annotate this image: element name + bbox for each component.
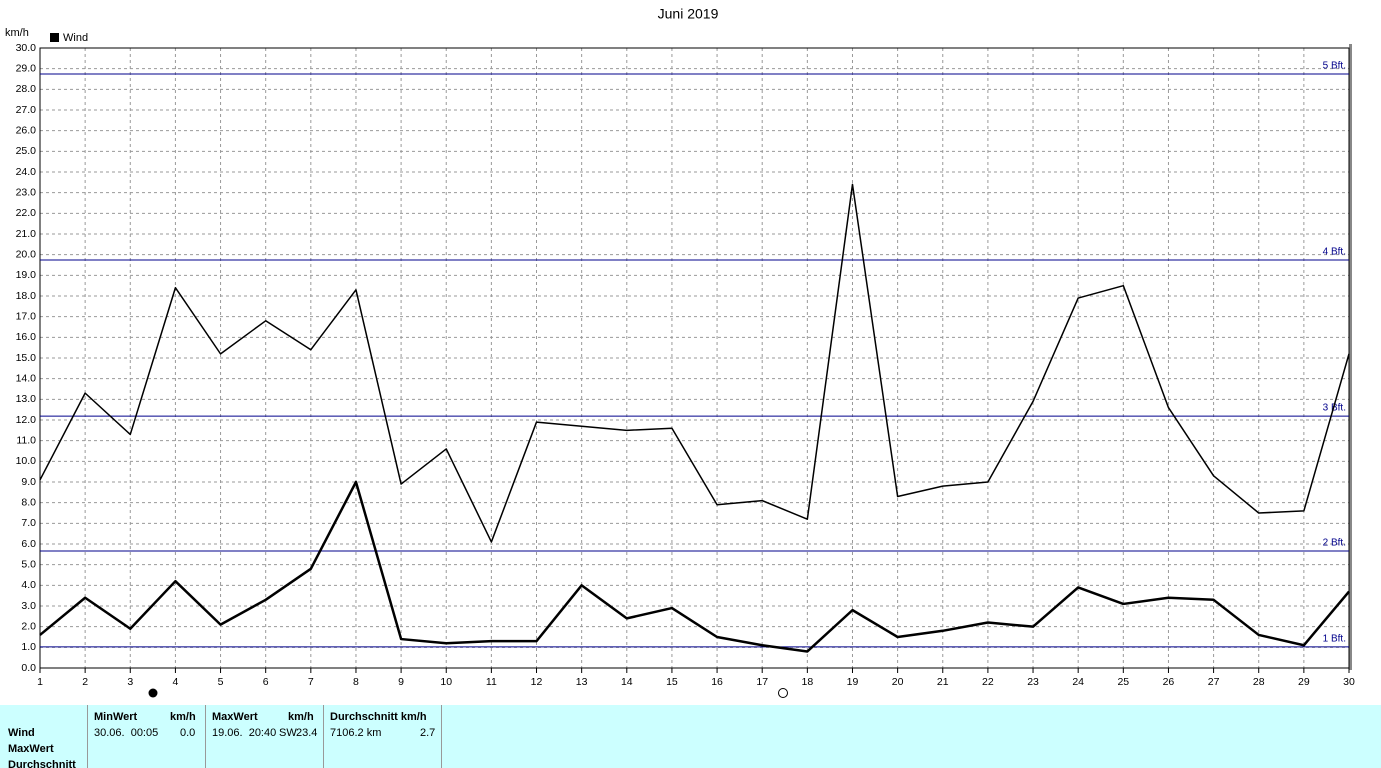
beaufort-label: 1 Bft. bbox=[1323, 634, 1346, 645]
x-tick-label: 18 bbox=[802, 676, 814, 688]
x-tick-label: 14 bbox=[621, 676, 633, 688]
x-tick-label: 15 bbox=[666, 676, 678, 688]
x-tick-label: 28 bbox=[1253, 676, 1265, 688]
separator bbox=[87, 705, 88, 768]
x-tick-label: 5 bbox=[218, 676, 224, 688]
cell: 7106.2 km bbox=[330, 727, 382, 739]
x-tick-label: 16 bbox=[711, 676, 723, 688]
beaufort-label: 5 Bft. bbox=[1323, 61, 1346, 72]
y-tick-label: 5.0 bbox=[21, 558, 36, 570]
x-tick-label: 19 bbox=[847, 676, 859, 688]
y-tick-label: 24.0 bbox=[16, 166, 37, 178]
x-tick-label: 1 bbox=[37, 676, 43, 688]
header: Durchschnitt km/h bbox=[330, 711, 427, 723]
header: km/h bbox=[288, 711, 314, 723]
y-tick-label: 22.0 bbox=[16, 207, 37, 219]
y-tick-label: 8.0 bbox=[21, 496, 36, 508]
cell: 30.06. 00:05 bbox=[94, 727, 159, 739]
x-tick-label: 7 bbox=[308, 676, 314, 688]
beaufort-label: 3 Bft. bbox=[1323, 403, 1346, 414]
header: km/h bbox=[170, 711, 196, 723]
y-tick-label: 30.0 bbox=[16, 42, 37, 54]
y-tick-label: 7.0 bbox=[21, 517, 36, 529]
separator bbox=[441, 705, 442, 768]
cell: SW bbox=[279, 727, 297, 739]
y-tick-label: 26.0 bbox=[16, 124, 37, 136]
x-tick-label: 4 bbox=[172, 676, 178, 688]
cell: 23.4 bbox=[296, 727, 318, 739]
x-tick-label: 21 bbox=[937, 676, 949, 688]
y-tick-label: 29.0 bbox=[16, 62, 37, 74]
y-tick-label: 0.0 bbox=[21, 662, 36, 674]
moon-new bbox=[778, 688, 788, 698]
y-axis-label: km/h bbox=[5, 27, 29, 39]
x-tick-label: 20 bbox=[892, 676, 904, 688]
series-line bbox=[39, 480, 1350, 653]
y-tick-label: 1.0 bbox=[21, 641, 36, 653]
y-tick-label: 17.0 bbox=[16, 310, 37, 322]
y-tick-label: 12.0 bbox=[16, 414, 37, 426]
x-tick-label: 17 bbox=[756, 676, 768, 688]
chart-title: Juni 2019 bbox=[658, 6, 719, 22]
x-tick-label: 13 bbox=[576, 676, 588, 688]
x-tick-label: 23 bbox=[1027, 676, 1039, 688]
cell: 0.0 bbox=[180, 727, 196, 739]
x-tick-label: 25 bbox=[1117, 676, 1129, 688]
x-tick-label: 12 bbox=[531, 676, 543, 688]
moon-full bbox=[148, 688, 158, 698]
x-tick-label: 8 bbox=[353, 676, 359, 688]
x-tick-label: 29 bbox=[1298, 676, 1310, 688]
cell: 2.7 bbox=[420, 727, 436, 739]
legend-label: Wind bbox=[63, 32, 88, 44]
x-tick-label: 22 bbox=[982, 676, 994, 688]
x-tick-label: 27 bbox=[1208, 676, 1220, 688]
y-tick-label: 4.0 bbox=[21, 579, 36, 591]
y-tick-label: 20.0 bbox=[16, 248, 37, 260]
y-tick-label: 13.0 bbox=[16, 393, 37, 405]
y-tick-label: 2.0 bbox=[21, 620, 36, 632]
frame-edge bbox=[1349, 44, 1352, 670]
y-tick-label: 15.0 bbox=[16, 352, 37, 364]
cell: 19.06. 20:40 bbox=[212, 727, 277, 739]
header: MinWert bbox=[94, 711, 138, 723]
chart: Juni 2019 km/h Wind 0.0 1.0 2.0 3.0 4.0 5.0 6.… bbox=[5, 6, 1355, 698]
y-tick-label: 3.0 bbox=[21, 600, 36, 612]
separator bbox=[205, 705, 206, 768]
x-tick-label: 24 bbox=[1072, 676, 1084, 688]
row-label: Wind bbox=[8, 727, 35, 739]
x-tick-label: 30 bbox=[1343, 676, 1355, 688]
x-tick-label: 3 bbox=[127, 676, 133, 688]
y-tick-label: 14.0 bbox=[16, 372, 37, 384]
y-tick-label: 18.0 bbox=[16, 290, 37, 302]
legend-swatch bbox=[50, 33, 59, 42]
beaufort-label: 2 Bft. bbox=[1323, 538, 1346, 549]
y-tick-label: 21.0 bbox=[16, 228, 37, 240]
x-tick-label: 2 bbox=[82, 676, 88, 688]
y-tick-label: 28.0 bbox=[16, 83, 37, 95]
x-tick-label: 11 bbox=[486, 676, 497, 688]
series-line bbox=[39, 183, 1350, 543]
y-tick-label: 19.0 bbox=[16, 269, 37, 281]
y-tick-label: 11.0 bbox=[16, 434, 36, 446]
y-tick-label: 25.0 bbox=[16, 145, 37, 157]
separator bbox=[323, 705, 324, 768]
x-tick-label: 6 bbox=[263, 676, 269, 688]
plot-frame bbox=[39, 47, 1350, 669]
y-tick-label: 10.0 bbox=[16, 455, 37, 467]
y-tick-label: 27.0 bbox=[16, 104, 37, 116]
row-label: Durchschnitt bbox=[8, 759, 76, 768]
y-tick-label: 9.0 bbox=[21, 476, 36, 488]
y-tick-label: 6.0 bbox=[21, 538, 36, 550]
x-tick-label: 10 bbox=[440, 676, 452, 688]
y-tick-label: 23.0 bbox=[16, 186, 37, 198]
y-tick-label: 16.0 bbox=[16, 331, 37, 343]
row-label: MaxWert bbox=[8, 743, 54, 755]
beaufort-label: 4 Bft. bbox=[1323, 247, 1346, 258]
header: MaxWert bbox=[212, 711, 258, 723]
stats-table: Wind MaxWert Durchschnitt MinWert km/h M… bbox=[0, 705, 1381, 768]
x-tick-label: 9 bbox=[398, 676, 404, 688]
x-tick-label: 26 bbox=[1163, 676, 1175, 688]
